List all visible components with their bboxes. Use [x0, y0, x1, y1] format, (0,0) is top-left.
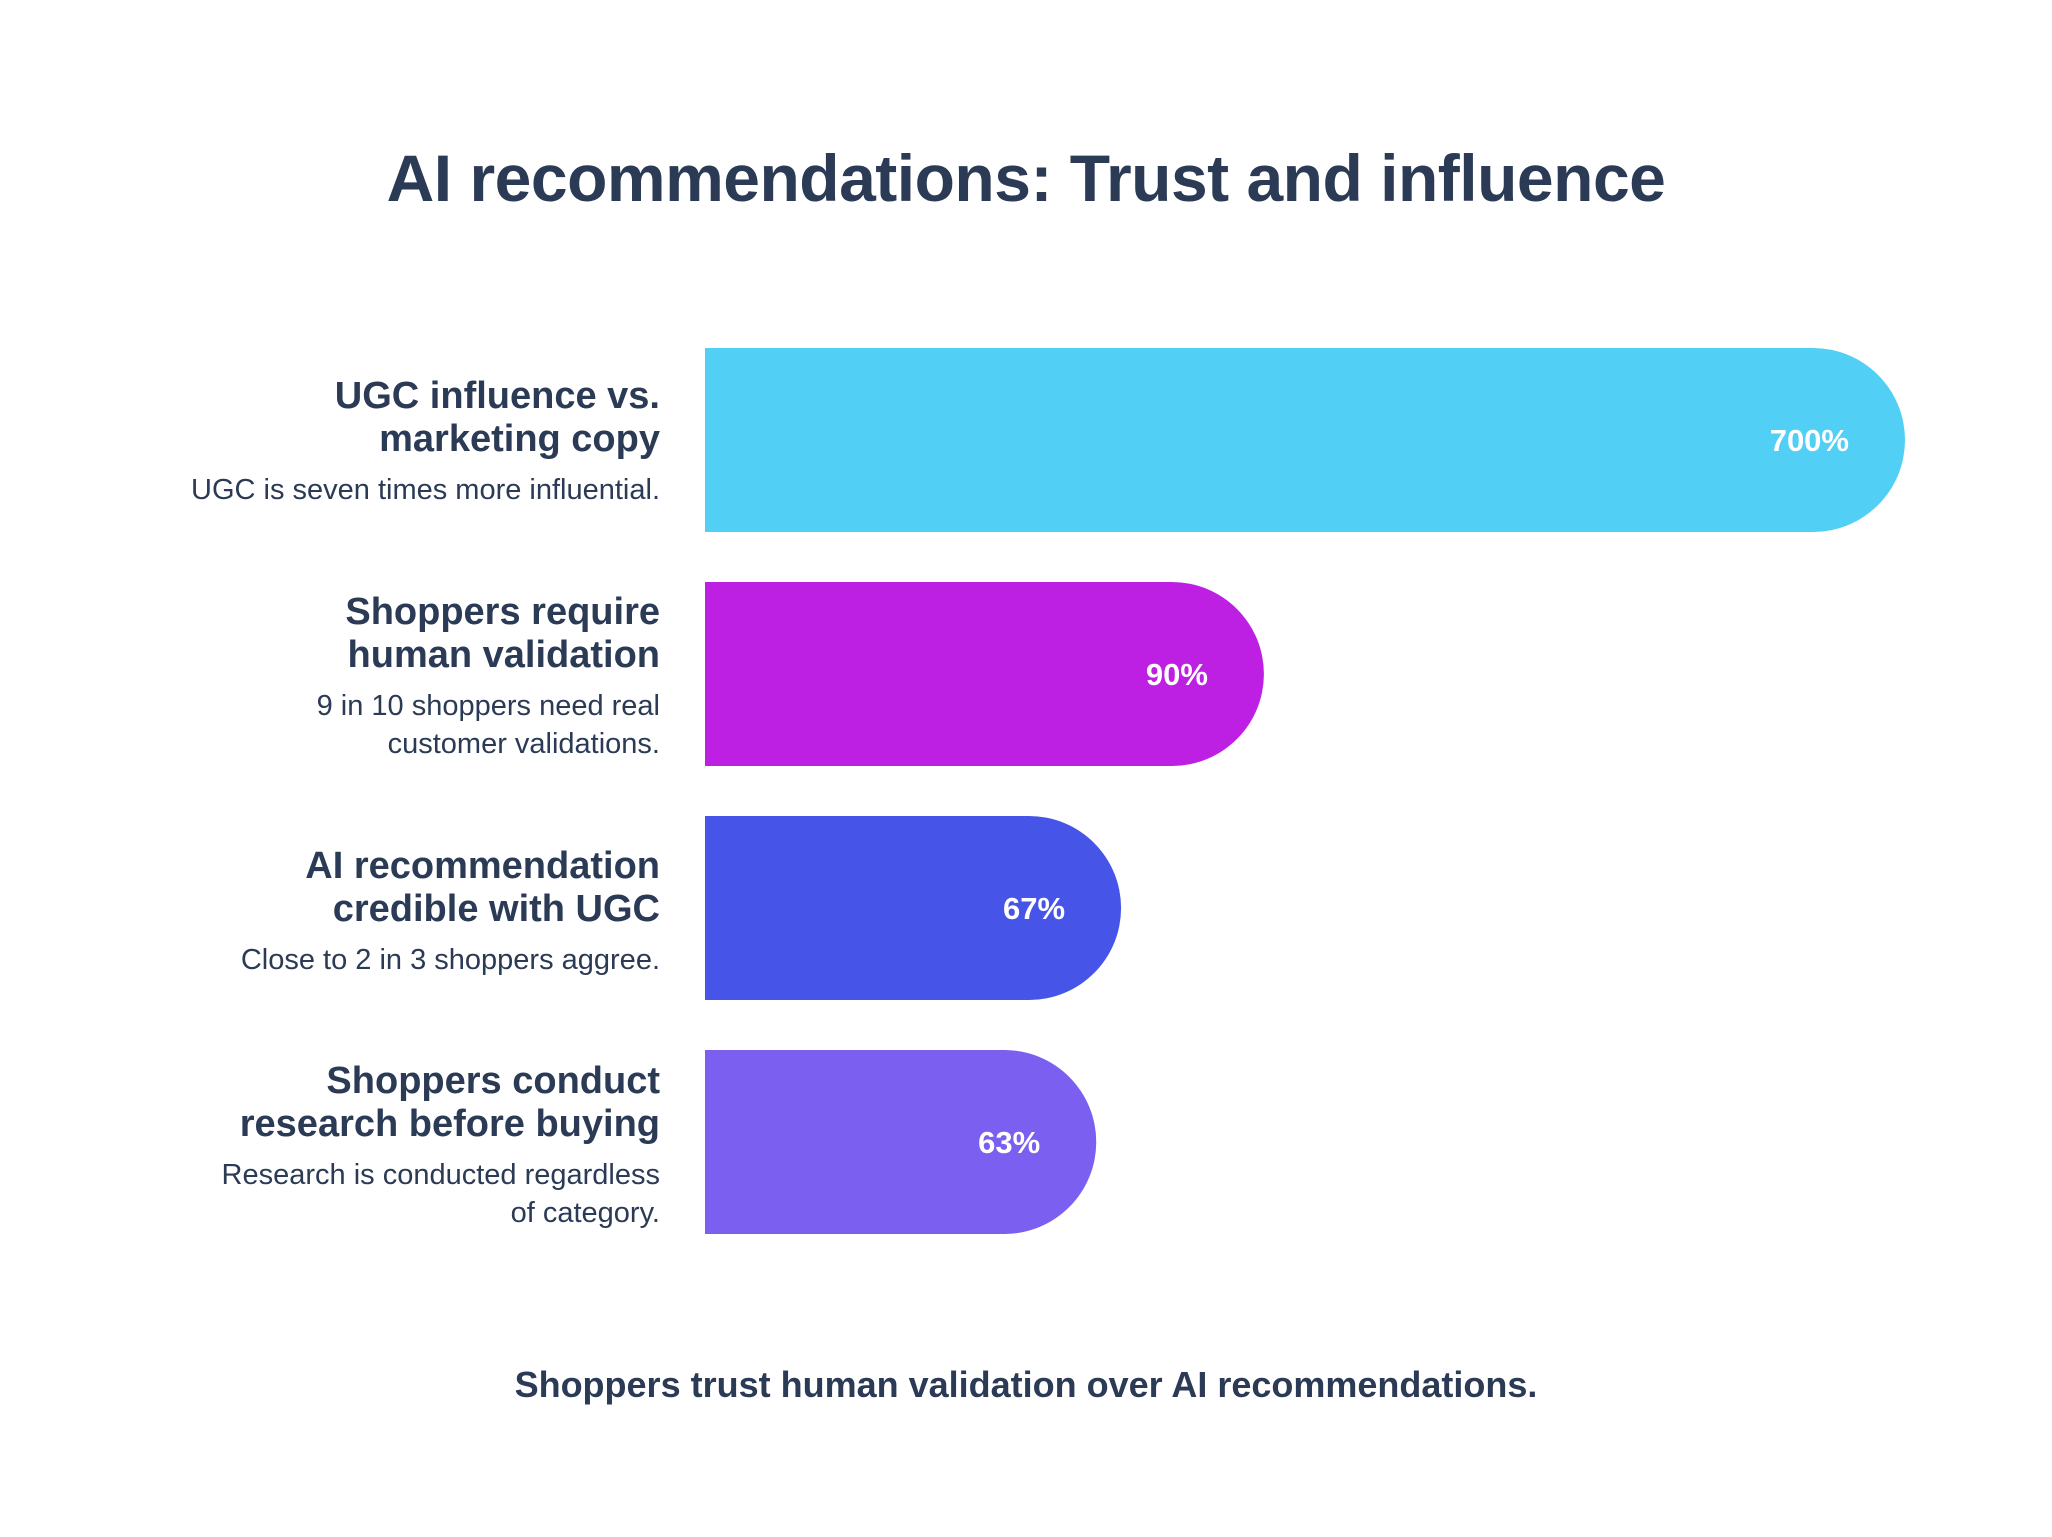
- row-label-research: Shoppers conduct research before buying …: [100, 1060, 660, 1232]
- row-subtext-line: UGC is seven times more influential.: [191, 474, 660, 506]
- bar-value-label: 700%: [1770, 423, 1849, 458]
- bar-value-label: 63%: [978, 1125, 1040, 1160]
- row-heading-line: human validation: [347, 634, 660, 676]
- row-heading-line: Shoppers conduct: [326, 1060, 660, 1102]
- row-label-ugc-influence: UGC influence vs. marketing copy UGC is …: [100, 375, 660, 509]
- row-subtext: Close to 2 in 3 shoppers aggree.: [100, 941, 660, 979]
- chart-footnote: Shoppers trust human validation over AI …: [514, 1364, 1538, 1405]
- bar-value-label: 90%: [1146, 657, 1208, 692]
- row-heading: Shoppers conduct research before buying: [100, 1060, 660, 1146]
- row-heading-line: Shoppers require: [345, 591, 660, 633]
- row-subtext-line: 9 in 10 shoppers need real: [316, 690, 660, 722]
- row-label-ai-credible: AI recommendation credible with UGC Clos…: [100, 845, 660, 979]
- row-heading: Shoppers require human validation: [100, 591, 660, 677]
- bar-value-label: 67%: [1003, 891, 1065, 926]
- row-heading-line: marketing copy: [379, 418, 660, 460]
- row-heading-line: credible with UGC: [332, 888, 660, 930]
- bar-2: [705, 582, 1264, 766]
- row-subtext-line: Research is conducted regardless: [221, 1159, 660, 1191]
- row-subtext: 9 in 10 shoppers need real customer vali…: [100, 687, 660, 763]
- bar-4: [705, 1050, 1097, 1234]
- row-heading-line: UGC influence vs.: [334, 375, 660, 417]
- row-heading: UGC influence vs. marketing copy: [100, 375, 660, 461]
- chart-title: AI recommendations: Trust and influence: [386, 141, 1666, 215]
- row-subtext: Research is conducted regardless of cate…: [100, 1156, 660, 1232]
- row-heading-line: AI recommendation: [305, 845, 660, 887]
- row-subtext-line: Close to 2 in 3 shoppers aggree.: [240, 944, 660, 976]
- bar-1: [705, 348, 1905, 532]
- row-heading: AI recommendation credible with UGC: [100, 845, 660, 931]
- row-subtext: UGC is seven times more influential.: [100, 471, 660, 509]
- row-label-human-validation: Shoppers require human validation 9 in 1…: [100, 591, 660, 763]
- row-heading-line: research before buying: [239, 1103, 660, 1145]
- row-subtext-line: customer validations.: [387, 728, 660, 760]
- row-subtext-line: of category.: [510, 1197, 660, 1229]
- bar-3: [705, 816, 1122, 1000]
